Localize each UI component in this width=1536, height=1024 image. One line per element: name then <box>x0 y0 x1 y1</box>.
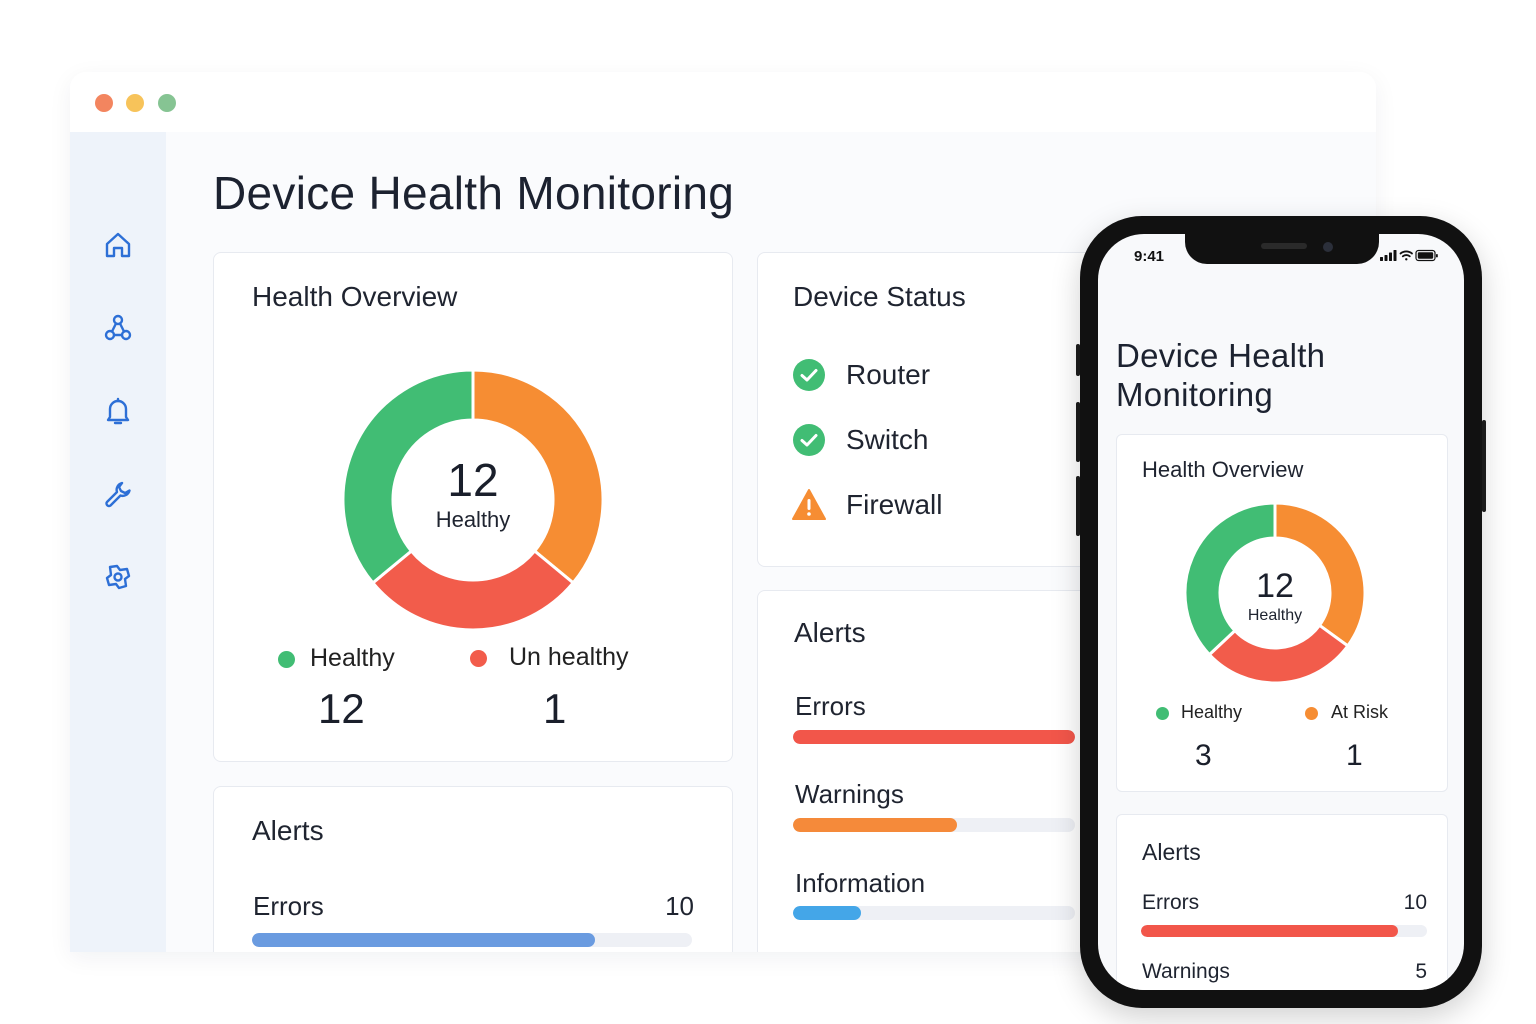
sidebar-item-network[interactable] <box>98 308 138 348</box>
bell-icon <box>106 397 130 425</box>
device-status-card: Device Status Router Switch Firewall <box>757 252 1088 567</box>
wrench-icon <box>105 481 131 508</box>
phone-legend-at-risk-label: At Risk <box>1331 702 1389 722</box>
donut-center-label: Healthy <box>435 507 511 532</box>
phone-alerts-title: Alerts <box>1142 839 1201 865</box>
phone-donut-segment-unhealthy <box>1207 623 1350 683</box>
alert-label-warnings: Warnings <box>795 779 904 809</box>
page-title: Device Health Monitoring <box>213 167 735 219</box>
alert-bar-information <box>793 906 1075 920</box>
device-name: Firewall <box>846 489 943 520</box>
phone-donut-center-value: 12 <box>1256 567 1294 605</box>
main-content: Device Health Monitoring Health Overview… <box>166 132 1376 952</box>
maximize-window-button[interactable] <box>158 94 176 112</box>
sidebar-item-home[interactable] <box>98 225 138 265</box>
gear-icon <box>105 564 131 590</box>
alerts-title: Alerts <box>794 617 866 648</box>
network-icon <box>104 314 132 341</box>
phone-volume-up <box>1076 402 1080 462</box>
donut-center-value: 12 <box>447 454 499 506</box>
close-window-button[interactable] <box>95 94 113 112</box>
legend-unhealthy-label: Un healthy <box>509 643 629 671</box>
donut-segment-healthy <box>341 368 475 585</box>
alert-bar-fill <box>793 730 1075 744</box>
minimize-window-button[interactable] <box>126 94 144 112</box>
signal-icon <box>1380 250 1397 261</box>
sidebar <box>70 132 166 952</box>
donut-segment-at-risk <box>471 368 605 585</box>
wifi-icon <box>1399 250 1413 261</box>
health-donut-chart <box>341 368 605 632</box>
phone-notch <box>1185 234 1379 264</box>
phone-alert-bar-errors <box>1141 925 1427 937</box>
phone-screen: 9:41 Device Health Monitoring Health Ove… <box>1098 234 1464 990</box>
phone-alert-value-warnings: 5 <box>1415 960 1427 983</box>
phone-alert-bar-fill <box>1141 925 1399 937</box>
phone-legend-healthy-dot <box>1156 707 1169 720</box>
phone-camera <box>1323 242 1333 252</box>
alert-label-information: Information <box>795 868 926 898</box>
phone-health-overview-title: Health Overview <box>1142 457 1304 482</box>
legend-healthy-value: 12 <box>318 685 365 732</box>
legend-healthy-label: Healthy <box>310 644 395 672</box>
alert-label-errors: Errors <box>253 891 324 921</box>
sidebar-item-notifications[interactable] <box>98 391 138 431</box>
check-circle-icon <box>793 359 825 391</box>
phone-page-title: Device Health Monitoring <box>1116 337 1326 413</box>
alerts-card-right: Alerts Errors Warnings Information <box>757 590 1088 952</box>
device-status-title: Device Status <box>793 281 966 312</box>
device-name: Switch <box>846 424 929 455</box>
health-overview-title: Health Overview <box>252 281 458 312</box>
phone-health-overview-card: Health Overview 12 Healthy Healthy 3 At … <box>1116 434 1448 792</box>
status-bar-time: 9:41 <box>1134 248 1165 265</box>
alert-bar-fill <box>252 933 596 947</box>
alerts-card-left: Alerts Errors 10 <box>213 786 733 952</box>
check-circle-icon <box>793 424 825 456</box>
phone-volume-down <box>1076 476 1080 536</box>
phone-donut-segment-at-risk <box>1273 503 1365 648</box>
phone-legend-at-risk-dot <box>1305 707 1318 720</box>
phone-legend-healthy-value: 3 <box>1195 739 1212 772</box>
phone-legend-at-risk-value: 1 <box>1346 739 1363 772</box>
alerts-title: Alerts <box>252 815 324 846</box>
window-titlebar <box>70 72 1376 133</box>
alert-bar-fill <box>793 818 957 832</box>
home-icon <box>105 232 131 258</box>
device-row-firewall[interactable]: Firewall <box>792 487 942 523</box>
phone-device: 9:41 Device Health Monitoring Health Ove… <box>1076 216 1486 1008</box>
alert-bar-errors <box>252 933 692 947</box>
phone-silent-switch <box>1076 344 1080 376</box>
phone-alert-value-errors: 10 <box>1403 891 1427 914</box>
phone-speaker <box>1261 243 1307 249</box>
phone-health-donut-chart <box>1185 503 1365 683</box>
phone-alert-label-warnings: Warnings <box>1142 960 1230 983</box>
battery-icon <box>1415 249 1438 262</box>
legend-unhealthy-dot <box>470 650 487 667</box>
alert-bar-warnings <box>793 818 1075 832</box>
phone-power-button <box>1482 420 1486 512</box>
alert-bar-errors <box>793 730 1075 744</box>
alert-bar-fill <box>793 906 861 920</box>
phone-donut-center-label: Healthy <box>1247 607 1303 624</box>
legend-unhealthy-value: 1 <box>543 685 567 732</box>
sidebar-item-settings[interactable] <box>98 557 138 597</box>
donut-segment-unhealthy <box>370 548 576 632</box>
phone-donut-segment-healthy <box>1185 503 1277 657</box>
alert-label-errors: Errors <box>795 691 866 721</box>
warning-triangle-icon <box>792 489 826 520</box>
device-row-switch[interactable]: Switch <box>792 422 928 458</box>
status-bar-icons <box>1380 249 1438 262</box>
phone-alert-label-errors: Errors <box>1142 891 1200 914</box>
sidebar-item-tools[interactable] <box>98 474 138 514</box>
phone-legend-healthy-label: Healthy <box>1181 702 1243 722</box>
health-overview-card: Health Overview 12 Healthy Healthy 12 Un… <box>213 252 733 762</box>
alert-value-errors: 10 <box>665 891 694 921</box>
device-name: Router <box>846 359 931 390</box>
legend-healthy-dot <box>278 651 295 668</box>
phone-alerts-card: Alerts Errors 10 Warnings 5 <box>1116 814 1448 990</box>
device-row-router[interactable]: Router <box>792 357 930 393</box>
